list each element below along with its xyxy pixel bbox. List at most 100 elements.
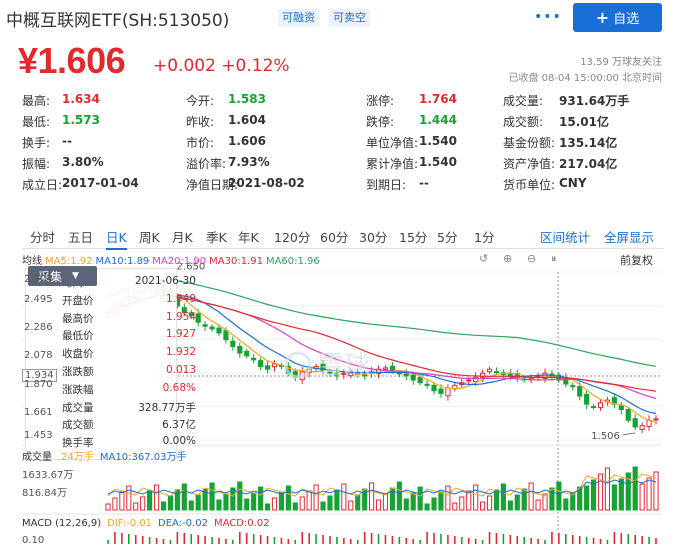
- tooltip-label: 成交量: [62, 401, 94, 414]
- volume-bar: [181, 483, 187, 511]
- candle-body: [341, 372, 347, 375]
- tab-5[interactable]: 季K: [206, 230, 227, 245]
- macd-bar: [114, 532, 116, 544]
- tab-8[interactable]: 60分: [320, 230, 349, 245]
- tab-9[interactable]: 30分: [359, 230, 388, 245]
- macd-bar: [655, 538, 657, 544]
- tab-4[interactable]: 月K: [172, 230, 193, 245]
- tab-6[interactable]: 年K: [238, 230, 259, 245]
- volume-bar: [160, 501, 167, 511]
- candle-body: [195, 313, 201, 323]
- collect-button[interactable]: 采集 ▼: [28, 266, 97, 286]
- volume-bar: [375, 499, 382, 511]
- quote-value: 1.604: [228, 113, 266, 127]
- ma-legend-item: MA60:1.96: [265, 256, 320, 267]
- reset-icon[interactable]: ↺: [479, 252, 489, 265]
- quote-value: 1.444: [419, 113, 457, 127]
- macd-bar: [551, 532, 553, 544]
- quote-value: 1.764: [419, 92, 457, 106]
- macd-bar: [169, 540, 172, 544]
- candle-body: [216, 327, 222, 334]
- tab-11[interactable]: 5分: [437, 230, 458, 245]
- candle-body: [570, 385, 576, 388]
- short-tag[interactable]: 可卖空: [329, 9, 370, 27]
- candle-body: [230, 340, 236, 347]
- macd-bar: [280, 538, 283, 544]
- macd-bar: [509, 535, 512, 544]
- volume-bar: [396, 481, 402, 511]
- tab-10[interactable]: 15分: [399, 230, 428, 245]
- pause-icon[interactable]: ⏸: [551, 252, 557, 265]
- macd-bar: [405, 538, 408, 544]
- quote-label: 累计净值:: [366, 157, 419, 171]
- adjust-mode-select[interactable]: 前复权: [620, 254, 653, 267]
- tab-1[interactable]: 五日: [68, 230, 94, 245]
- macd-bar: [128, 534, 130, 544]
- range-stats-button[interactable]: 区间统计: [540, 230, 591, 245]
- tab-7[interactable]: 120分: [274, 230, 311, 245]
- candle-body: [542, 372, 548, 379]
- price-axis-label: 1.453: [24, 430, 53, 441]
- volume-bar: [341, 483, 347, 511]
- macd-axis-label: 0.10: [22, 535, 45, 546]
- volume-bar: [632, 466, 638, 511]
- volume-bar: [417, 486, 423, 511]
- legend-item: 成交量: [22, 452, 52, 463]
- tooltip-value: 0.013: [165, 364, 196, 376]
- candle-body: [424, 383, 430, 386]
- candle-body: [445, 387, 451, 397]
- market-status: 已收盘 08-04 15:00:00 北京时间: [508, 73, 662, 84]
- quote-label: 昨收:: [186, 115, 215, 129]
- current-price: ¥1.606: [18, 40, 126, 81]
- candle-body: [653, 418, 659, 421]
- tooltip-row: 最低价 1.927: [62, 328, 196, 343]
- volume-bar: [195, 494, 201, 511]
- price-axis-label: 2.704: [24, 274, 53, 285]
- candle-body: [466, 379, 472, 382]
- macd-bar: [488, 532, 491, 544]
- macd-bar: [606, 540, 609, 544]
- macd-bar: [141, 536, 144, 544]
- ma-legend-item: MA30:1.91: [209, 256, 263, 267]
- tab-12[interactable]: 1分: [474, 230, 495, 245]
- tab-2[interactable]: 日K: [106, 227, 127, 250]
- volume-bar: [459, 496, 465, 511]
- macd-bar: [620, 533, 623, 544]
- candle-body: [237, 345, 243, 354]
- macd-bar: [322, 535, 324, 544]
- tooltip-label: 最低价: [62, 330, 94, 343]
- macd-bar: [447, 535, 449, 544]
- fullscreen-button[interactable]: 全屏显示: [604, 230, 655, 245]
- tooltip-label: 成交额: [62, 419, 94, 432]
- volume-bar: [480, 501, 486, 511]
- macd-bar: [183, 533, 186, 544]
- volume-bar: [424, 503, 430, 511]
- volume-bar: [174, 489, 180, 511]
- macd-bar: [440, 534, 442, 544]
- macd-bar: [599, 539, 602, 544]
- macd-bar: [211, 537, 213, 544]
- tab-0[interactable]: 分时: [30, 230, 56, 245]
- macd-bar: [301, 532, 304, 544]
- macd-bar: [523, 537, 526, 544]
- add-watchlist-button[interactable]: + 自选: [573, 3, 662, 32]
- tooltip-value: 1.954: [165, 310, 196, 323]
- volume-bar: [140, 496, 146, 511]
- tooltip-value: 328.77万手: [138, 401, 196, 414]
- tab-3[interactable]: 周K: [139, 230, 160, 245]
- followers-count[interactable]: 13.59 万球友关注: [580, 57, 662, 68]
- more-icon[interactable]: •••: [534, 9, 562, 25]
- volume-bar: [320, 501, 326, 511]
- macd-bar: [287, 539, 290, 544]
- volume-ma10-line: [107, 479, 657, 495]
- margin-tag[interactable]: 可融资: [278, 9, 319, 27]
- zoom-in-icon[interactable]: ⊕: [503, 252, 513, 265]
- zoom-out-icon[interactable]: ⊖: [527, 252, 537, 265]
- volume-bar: [611, 484, 617, 511]
- volume-bar: [313, 484, 319, 511]
- volume-bar: [278, 491, 284, 511]
- macd-bar: [565, 534, 567, 544]
- ma-line: [107, 278, 657, 367]
- volume-bar: [466, 490, 472, 511]
- volume-bar: [382, 493, 389, 511]
